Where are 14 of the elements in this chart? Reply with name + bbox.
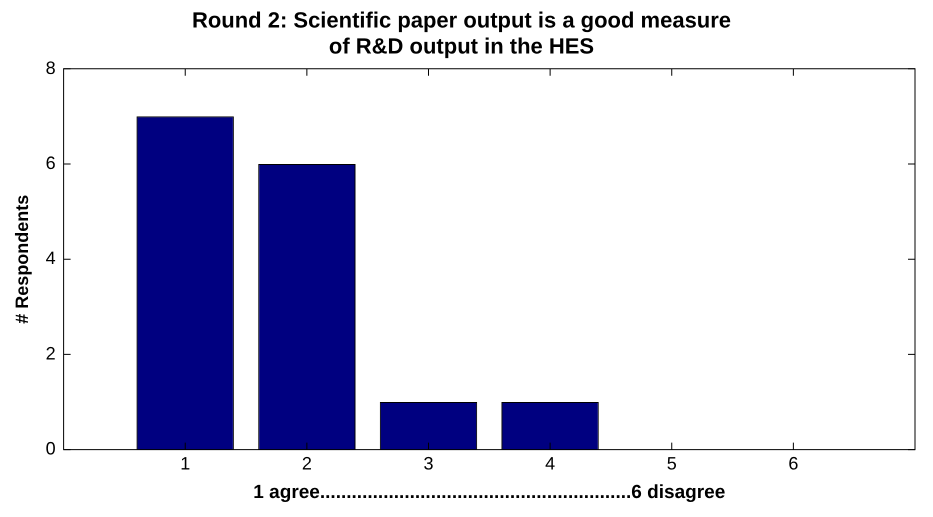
x-tick-label: 1 — [180, 453, 190, 474]
y-tick-label: 2 — [46, 343, 56, 364]
x-tick-label: 3 — [423, 453, 434, 474]
x-tick-label: 4 — [545, 453, 556, 474]
chart-title: Round 2: Scientific paper output is a good measure of R&D output in the HES — [192, 7, 732, 59]
y-tick-label: 6 — [46, 152, 56, 173]
x-axis-title: 1 agree...........................................................6 disagree — [253, 482, 726, 503]
x-tick-label: 2 — [302, 453, 312, 474]
y-axis-title: # Respondents — [12, 194, 32, 324]
x-tick-label: 5 — [666, 453, 677, 474]
y-tick-label: 4 — [46, 248, 56, 268]
y-tick-label: 8 — [46, 58, 56, 78]
x-tick-label: 6 — [788, 453, 798, 474]
y-tick-label: 0 — [46, 438, 56, 459]
